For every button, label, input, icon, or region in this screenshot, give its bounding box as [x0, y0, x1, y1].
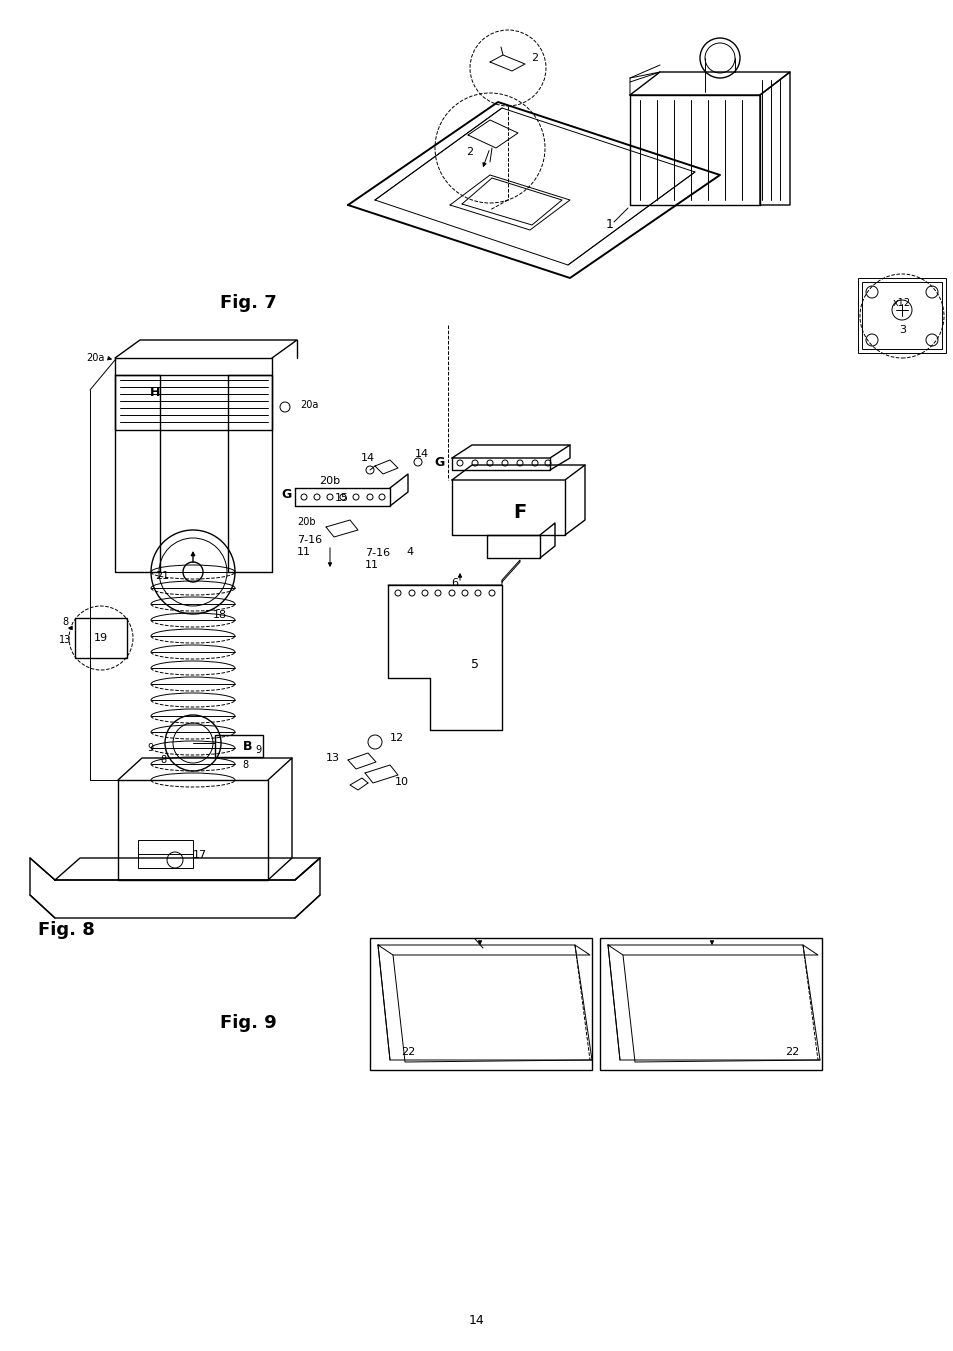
Bar: [138, 840, 193, 867]
Text: Fig. 7: Fig. 7: [219, 295, 276, 312]
Text: 4: 4: [406, 547, 414, 557]
Text: 7-16: 7-16: [365, 549, 390, 558]
Bar: [599, 938, 821, 1070]
Text: 2: 2: [531, 53, 538, 63]
Text: 20b: 20b: [297, 517, 315, 527]
Bar: [214, 735, 263, 757]
Text: 17: 17: [193, 850, 207, 861]
Text: B: B: [243, 739, 253, 753]
Text: 3: 3: [899, 326, 905, 335]
Text: 9: 9: [147, 743, 152, 753]
Text: 13: 13: [59, 635, 71, 644]
Text: 1: 1: [605, 219, 614, 231]
Bar: [115, 376, 272, 430]
Text: 10: 10: [395, 777, 409, 788]
Text: 21: 21: [154, 571, 169, 581]
Text: 9: 9: [254, 744, 261, 755]
Text: 19: 19: [93, 634, 108, 643]
Text: 6: 6: [451, 578, 458, 588]
Text: Fig. 9: Fig. 9: [220, 1015, 276, 1032]
Text: 22: 22: [400, 1047, 415, 1056]
Text: 22: 22: [784, 1047, 799, 1056]
Text: 15: 15: [335, 493, 349, 503]
Text: 11: 11: [296, 547, 311, 557]
Text: 12: 12: [390, 734, 404, 743]
Text: G: G: [281, 488, 292, 500]
Bar: [857, 278, 945, 353]
Text: 8: 8: [242, 761, 248, 770]
Text: 5: 5: [471, 658, 478, 671]
Text: 8: 8: [160, 755, 166, 765]
Text: 7-16: 7-16: [296, 535, 322, 544]
Text: 13: 13: [326, 753, 339, 763]
Text: 14: 14: [360, 453, 375, 463]
Text: 18: 18: [213, 611, 227, 620]
Text: F: F: [513, 503, 526, 521]
Text: H: H: [150, 386, 160, 400]
Text: 20a: 20a: [87, 353, 105, 363]
Text: G: G: [435, 455, 445, 469]
Bar: [370, 938, 592, 1070]
Text: 11: 11: [365, 561, 378, 570]
Text: 20b: 20b: [319, 476, 340, 486]
Bar: [862, 282, 941, 349]
Text: 8: 8: [62, 617, 68, 627]
Text: 20a: 20a: [299, 400, 318, 409]
Text: Fig. 8: Fig. 8: [38, 921, 94, 939]
Text: 2: 2: [466, 147, 473, 157]
Text: 14: 14: [415, 449, 429, 459]
Bar: [75, 617, 127, 658]
Text: x12: x12: [892, 299, 910, 308]
Text: 14: 14: [469, 1313, 484, 1327]
